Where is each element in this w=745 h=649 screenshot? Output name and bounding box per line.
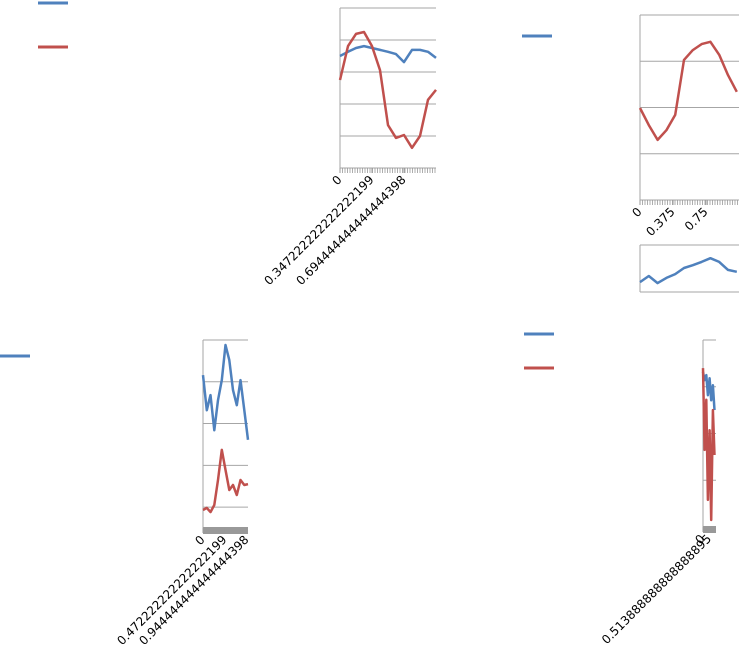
x-tick-label: 0.375 [643,205,677,239]
series-line [639,256,738,285]
series-line [338,30,437,150]
x-tick-label: 0.472222222222222199 [114,533,229,648]
series-line [701,368,716,522]
x-tick-label: 0.513888888888888895 [599,532,714,647]
chart-panel: 00.3472222222222221990.69444444444444439… [38,1,437,288]
series-line [202,448,249,514]
chart-panel: 00.513888888888888895 [524,332,716,647]
chart-panel [522,34,739,293]
series-line [339,44,437,64]
x-tick-label: 0.75 [682,205,711,234]
x-tick-label: 0 [329,173,344,188]
x-axis-ticks [203,527,248,534]
x-tick-label: 0 [629,205,644,220]
chart-panel: 00.375 0.75 [629,14,739,239]
x-tick-label: 0.944444444444444398 [136,533,251,648]
series-line [201,343,250,440]
series-line [638,40,738,142]
chart-panel: 00.4722222222222221990.94444444444444439… [0,339,252,648]
series-line [701,371,716,411]
